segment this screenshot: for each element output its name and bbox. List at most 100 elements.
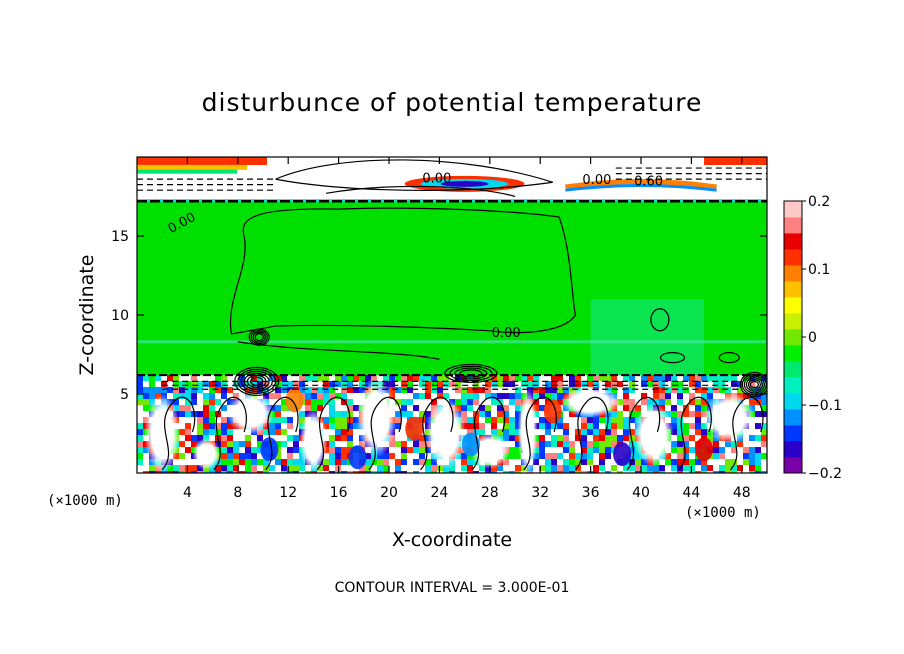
field-cell [455,459,462,466]
field-cell [479,471,486,473]
field-cell [137,465,144,472]
field-cell [563,453,570,460]
field-cell [719,441,726,448]
field-cell [545,447,552,454]
field-cell [659,465,666,472]
field-cell [671,381,678,388]
field-cell [689,447,696,454]
field-cell [485,429,492,436]
field-cell [533,399,540,406]
field-cell [689,435,696,442]
colorbar-cell [784,345,802,362]
field-cell [653,381,660,388]
field-cell [551,393,558,400]
field-cell [689,453,696,460]
field-cell [227,423,234,430]
field-cell [179,411,186,418]
field-cell [545,459,552,466]
field-cell [407,453,414,460]
field-cell [293,423,300,430]
field-cell [593,435,600,442]
field-cell [707,387,714,394]
field-cell [335,435,342,442]
field-cell [539,375,546,382]
field-cell [581,423,588,430]
field-cell [179,435,186,442]
field-cell [419,417,426,424]
field-cell [221,459,228,466]
field-cell [179,459,186,466]
field-cell [461,399,468,406]
field-cell [563,459,570,466]
field-cell [533,381,540,388]
field-cell [401,381,408,388]
field-cell [533,393,540,400]
field-cell [683,471,690,473]
field-cell [383,375,390,382]
field-cell [323,399,330,406]
field-cell [761,459,767,466]
field-cell [539,393,546,400]
field-cell [419,375,426,382]
contour-line [368,396,402,471]
field-cell [335,405,342,412]
field-cell [599,435,606,442]
field-cell [575,471,582,473]
field-cell [155,387,162,394]
heatmap-field [137,157,767,473]
field-cell [275,393,282,400]
field-cell [683,387,690,394]
field-cell [191,375,198,382]
field-cell [167,471,174,473]
field-cell [413,441,420,448]
field-cell [743,447,750,454]
field-cell [539,411,546,418]
field-cell [647,387,654,394]
field-cell [695,429,702,436]
field-cell [167,387,174,394]
field-cell [257,447,264,454]
field-cell [485,375,492,382]
field-cell [185,381,192,388]
field-cell [743,393,750,400]
field-cell [401,387,408,394]
field-cell [617,471,624,473]
field-cell [575,381,582,388]
field-cell [341,453,348,460]
field-cell [353,411,360,418]
field-cell [203,399,210,406]
field-cell [761,405,767,412]
field-cell [545,465,552,472]
field-cell [671,471,678,473]
field-cell [329,393,336,400]
field-cell [635,459,642,466]
field-cell [491,417,498,424]
field-cell [563,435,570,442]
field-cell [185,471,192,473]
x-tick-label: 36 [582,485,600,501]
field-cell [221,435,228,442]
field-cell [497,375,504,382]
plume-white [633,403,674,468]
field-cell [629,387,636,394]
field-cell [233,387,240,394]
field-cell [689,471,696,473]
field-cell [287,465,294,472]
field-cell [227,459,234,466]
field-cell [575,465,582,472]
field-cell [557,465,564,472]
field-cell [239,459,246,466]
x-tick-label: 16 [330,485,348,501]
field-cell [671,465,678,472]
field-cell [539,441,546,448]
field-cell [383,465,390,472]
field-cell [431,375,438,382]
field-cell [137,375,144,382]
field-cell [287,471,294,473]
field-cell [761,417,767,424]
field-cell [617,423,624,430]
field-cell [449,375,456,382]
field-cell [407,441,414,448]
field-cell [713,465,720,472]
field-cell [635,465,642,472]
